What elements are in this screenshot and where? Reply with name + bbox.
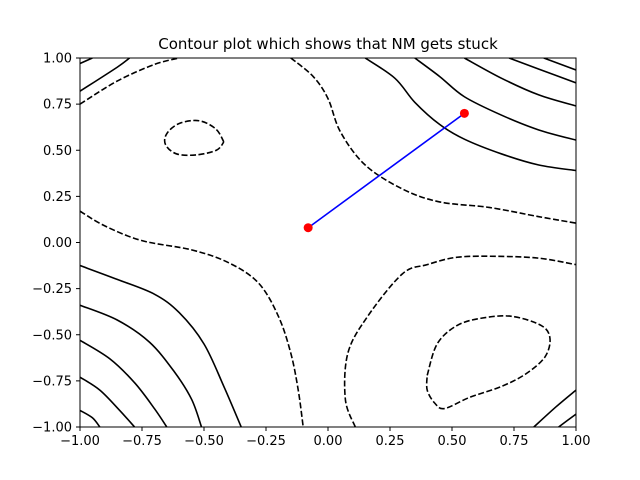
contour-line-solid-12 xyxy=(543,58,576,71)
contour-line-solid-14 xyxy=(80,304,203,427)
contour-lines xyxy=(80,58,576,427)
x-tick-label-0: −1.00 xyxy=(60,434,100,449)
contour-line-solid-10 xyxy=(464,58,576,107)
contour-line-solid-17 xyxy=(80,409,101,427)
contour-line-solid-11 xyxy=(508,58,576,84)
x-tick-label-5: 0.25 xyxy=(376,434,405,449)
y-tick-label-4: 0.00 xyxy=(43,236,72,251)
y-tick-label-2: −0.50 xyxy=(32,328,72,343)
x-tick-label-4: 0.00 xyxy=(314,434,343,449)
y-tick-label-0: −1.00 xyxy=(32,421,72,436)
x-tick-label-6: 0.50 xyxy=(438,434,467,449)
contour-line-dashed-5 xyxy=(425,315,551,410)
y-tick-label-5: 0.25 xyxy=(43,190,72,205)
contour-line-dashed-1 xyxy=(80,58,180,105)
chart-title: Contour plot which shows that NM gets st… xyxy=(158,35,498,53)
search-point-1 xyxy=(303,223,313,233)
x-axis: −1.00 −0.75 −0.50 −0.25 0.00 0.25 0.50 0.75 1.00 xyxy=(60,427,590,449)
contour-line-dashed-2 xyxy=(290,58,576,224)
x-tick-label-1: −0.75 xyxy=(122,434,162,449)
contour-line-solid-19 xyxy=(558,413,576,427)
x-tick-label-7: 0.75 xyxy=(500,434,529,449)
contour-line-solid-9 xyxy=(414,58,576,141)
y-tick-label-6: 0.50 xyxy=(43,144,72,159)
x-tick-label-2: −0.50 xyxy=(184,434,224,449)
y-tick-label-7: 0.75 xyxy=(43,98,72,113)
contour-line-solid-6 xyxy=(80,58,131,92)
contour-line-solid-16 xyxy=(80,376,136,427)
contour-line-solid-8 xyxy=(364,58,576,172)
contour-line-dashed-3 xyxy=(80,210,304,427)
y-tick-label-8: 1.00 xyxy=(43,52,72,67)
contour-line-solid-18 xyxy=(533,389,576,427)
contour-line-solid-13 xyxy=(80,264,242,427)
x-tick-label-3: −0.25 xyxy=(246,434,286,449)
x-tick-label-8: 1.00 xyxy=(562,434,591,449)
contour-line-dashed-4 xyxy=(343,255,576,427)
contour-line-dashed-0 xyxy=(163,119,225,157)
search-points xyxy=(303,108,469,233)
search-path-line xyxy=(307,112,465,229)
y-axis: −1.00 −0.75 −0.50 −0.25 0.00 0.25 0.50 0.75 1.00 xyxy=(32,52,80,436)
search-path xyxy=(307,112,465,229)
contour-line-solid-15 xyxy=(80,339,168,427)
y-tick-label-3: −0.25 xyxy=(32,282,72,297)
search-point-0 xyxy=(459,108,469,118)
y-tick-label-1: −0.75 xyxy=(32,374,72,389)
